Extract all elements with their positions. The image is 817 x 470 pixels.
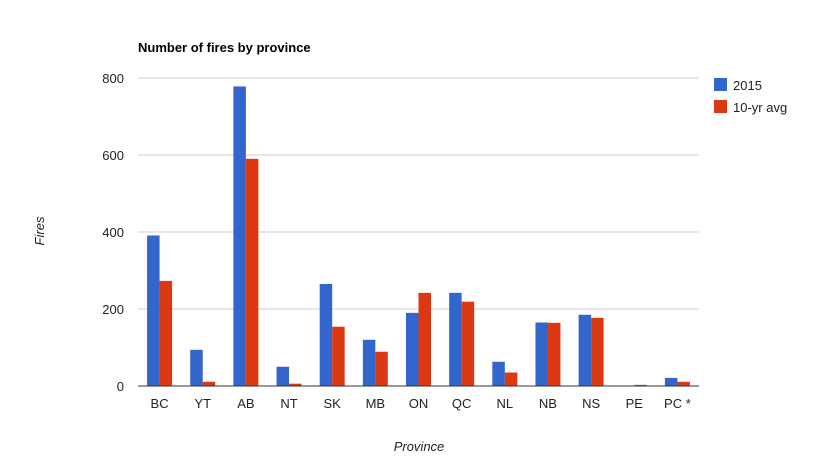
- bar-bc-series-0[interactable]: [147, 235, 160, 386]
- bar-sk-series-0[interactable]: [319, 283, 333, 386]
- bar-pe-series-1[interactable]: [634, 384, 647, 386]
- bars: [147, 86, 690, 386]
- bar-yt-series-1[interactable]: [202, 381, 216, 386]
- bar-ns-series-0[interactable]: [578, 314, 592, 386]
- bar-sk-series-1[interactable]: [332, 326, 345, 386]
- legend[interactable]: 2015 10-yr avg: [714, 78, 787, 115]
- bar-qc-series-0[interactable]: [449, 292, 462, 386]
- x-tick-label: YT: [194, 396, 211, 411]
- y-tick-label: 400: [102, 225, 124, 240]
- y-tick-label: 200: [102, 302, 124, 317]
- legend-label[interactable]: 2015: [733, 78, 762, 93]
- bar-nt-series-0[interactable]: [276, 366, 290, 386]
- bar-ns-series-1[interactable]: [591, 317, 604, 386]
- y-tick-label: 800: [102, 71, 124, 86]
- y-axis-title: Fires: [32, 216, 47, 245]
- legend-label[interactable]: 10-yr avg: [733, 100, 787, 115]
- bar-ab-series-0[interactable]: [233, 86, 246, 386]
- x-tick-label: BC: [151, 396, 169, 411]
- x-tick-label: NB: [539, 396, 557, 411]
- x-tick-label: MB: [366, 396, 386, 411]
- x-tick-label: ON: [409, 396, 429, 411]
- bar-pc-series-1[interactable]: [677, 381, 690, 386]
- bar-on-series-0[interactable]: [406, 312, 419, 386]
- y-axis-ticks: 0 200 400 600 800: [102, 71, 124, 394]
- bar-yt-series-0[interactable]: [190, 349, 203, 386]
- x-tick-label: QC: [452, 396, 472, 411]
- x-tick-label: AB: [237, 396, 254, 411]
- chart-title: Number of fires by province: [138, 40, 311, 55]
- y-tick-label: 600: [102, 148, 124, 163]
- x-tick-label: NS: [582, 396, 600, 411]
- bar-bc-series-1[interactable]: [159, 280, 173, 386]
- x-axis-ticks: BC YT AB NT SK MB ON QC NL NB NS PE PC *: [151, 396, 691, 411]
- bar-nl-series-1[interactable]: [504, 372, 518, 386]
- x-axis-title: Province: [394, 439, 445, 454]
- legend-swatch[interactable]: [714, 100, 727, 113]
- bar-nt-series-1[interactable]: [289, 383, 302, 386]
- bar-nb-series-0[interactable]: [535, 322, 548, 386]
- legend-swatch[interactable]: [714, 78, 727, 91]
- bar-qc-series-1[interactable]: [461, 301, 475, 386]
- y-tick-label: 0: [117, 379, 124, 394]
- gridlines: [138, 77, 699, 310]
- bar-nb-series-1[interactable]: [547, 322, 561, 386]
- bar-ab-series-1[interactable]: [245, 158, 259, 386]
- x-tick-label: SK: [324, 396, 342, 411]
- x-tick-label: NT: [280, 396, 297, 411]
- bar-mb-series-1[interactable]: [375, 351, 388, 386]
- x-tick-label: PE: [626, 396, 644, 411]
- bar-pc-series-0[interactable]: [664, 377, 678, 386]
- bar-mb-series-0[interactable]: [362, 339, 376, 386]
- x-tick-label: NL: [496, 396, 513, 411]
- x-tick-label: PC *: [664, 396, 691, 411]
- bar-nl-series-0[interactable]: [492, 361, 505, 386]
- bar-on-series-1[interactable]: [418, 292, 432, 386]
